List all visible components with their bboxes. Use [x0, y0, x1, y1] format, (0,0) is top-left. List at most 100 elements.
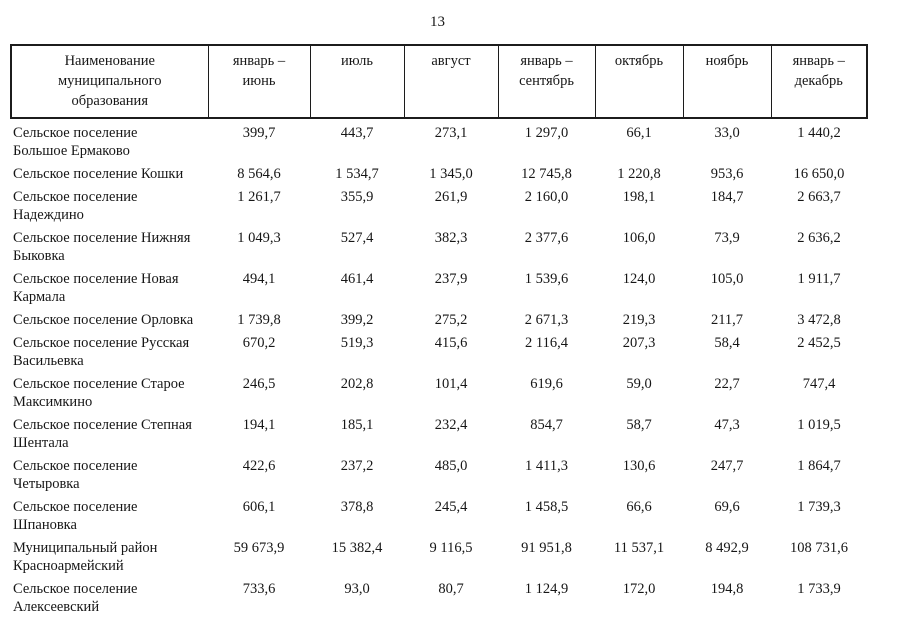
- value-cell: 207,3: [622, 335, 656, 351]
- value-cell: 184,7: [710, 189, 744, 205]
- table-row: Сельское поселение Большое Ермаково 399,7…: [11, 118, 867, 163]
- value-cell: 1 733,9: [797, 581, 841, 597]
- column-header: ноябрь: [682, 44, 772, 119]
- value-cell: 105,0: [710, 271, 744, 287]
- value-cell: 415,6: [434, 335, 468, 351]
- value-cell: 22,7: [714, 376, 740, 392]
- value-cell: 232,4: [434, 417, 468, 433]
- value-cell: 1 739,3: [797, 499, 841, 515]
- value-cell: 58,7: [626, 417, 652, 433]
- value-cell: 1 539,6: [524, 271, 569, 287]
- value-cell: 185,1: [340, 417, 374, 433]
- value-cell: 69,6: [714, 499, 740, 515]
- value-cell: 247,7: [710, 458, 744, 474]
- value-cell: 130,6: [622, 458, 656, 474]
- municipality-name-cell: Сельское поселение Старое Максимкино: [13, 376, 185, 410]
- value-cell: 1 049,3: [237, 230, 281, 246]
- value-cell: 1 124,9: [524, 581, 569, 597]
- table-row: Сельское поселение Старое Максимкино 246,…: [11, 373, 867, 414]
- value-cell: 461,4: [340, 271, 374, 287]
- value-cell: 2 663,7: [797, 189, 841, 205]
- column-header: январь – сентябрь: [497, 44, 596, 119]
- value-cell: 219,3: [622, 312, 656, 328]
- value-cell: 66,6: [626, 499, 652, 515]
- value-cell: 422,6: [242, 458, 276, 474]
- value-cell: 47,3: [714, 417, 740, 433]
- table-row: Сельское поселение Надеждино 1 261,7 355,9…: [11, 186, 867, 227]
- value-cell: 66,1: [626, 125, 652, 141]
- municipality-name-cell: Сельское поселение Шпановка: [13, 499, 138, 533]
- value-cell: 237,2: [340, 458, 374, 474]
- value-cell: 59,0: [626, 376, 652, 392]
- page-number: 13: [430, 14, 445, 30]
- value-cell: 12 745,8: [521, 166, 572, 182]
- value-cell: 245,4: [434, 499, 468, 515]
- value-cell: 16 650,0: [793, 166, 845, 182]
- value-cell: 1 458,5: [524, 499, 569, 515]
- municipality-name-cell: Сельское поселение Новая Кармала: [13, 271, 179, 305]
- value-cell: 619,6: [530, 376, 563, 392]
- table-row: Сельское поселение Четыровка 422,6 237,2 48…: [11, 455, 867, 496]
- value-cell: 747,4: [802, 376, 836, 392]
- value-cell: 8 492,9: [705, 540, 749, 556]
- value-cell: 93,0: [344, 581, 370, 597]
- value-cell: 59 673,9: [233, 540, 285, 556]
- value-cell: 1 534,7: [335, 166, 379, 182]
- value-cell: 202,8: [340, 376, 374, 392]
- table-row: Сельское поселение Алексеевский 733,6 93,0…: [11, 578, 867, 619]
- table-row: Сельское поселение Кошки 8 564,6 1 534,7 1 …: [11, 163, 867, 186]
- municipality-name-cell: Муниципальный район Красноармейский: [13, 540, 158, 574]
- value-cell: 237,9: [434, 271, 468, 287]
- table-row: Сельское поселение Русская Васильевка 670…: [11, 332, 867, 373]
- value-cell: 399,7: [242, 125, 276, 141]
- value-cell: 1 411,3: [525, 458, 568, 474]
- value-cell: 2 377,6: [524, 230, 569, 246]
- column-header: октябрь: [594, 44, 684, 119]
- value-cell: 1 911,7: [797, 271, 841, 287]
- value-cell: 854,7: [530, 417, 563, 433]
- value-cell: 101,4: [434, 376, 468, 392]
- value-cell: 273,1: [434, 125, 468, 141]
- value-cell: 1 220,8: [617, 166, 661, 182]
- value-cell: 1 345,0: [429, 166, 473, 182]
- value-cell: 399,2: [340, 312, 374, 328]
- value-cell: 15 382,4: [331, 540, 383, 556]
- value-cell: 1 261,7: [237, 189, 281, 205]
- municipality-name-cell: Сельское поселение Нижняя Быковка: [13, 230, 191, 264]
- value-cell: 2 636,2: [797, 230, 841, 246]
- value-cell: 8 564,6: [237, 166, 281, 182]
- value-cell: 194,8: [710, 581, 744, 597]
- municipal-finance-table: Наименование муниципального образования я…: [10, 44, 868, 619]
- municipality-name-cell: Сельское поселение Степная Шентала: [13, 417, 192, 451]
- value-cell: 494,1: [242, 271, 276, 287]
- municipality-name-cell: Сельское поселение Большое Ермаково: [13, 125, 138, 159]
- column-header: январь – декабрь: [770, 44, 868, 119]
- value-cell: 1 440,2: [797, 125, 841, 141]
- municipality-name-cell: Сельское поселение Орловка: [13, 312, 194, 328]
- value-cell: 519,3: [340, 335, 374, 351]
- value-cell: 1 864,7: [797, 458, 841, 474]
- value-cell: 58,4: [714, 335, 740, 351]
- value-cell: 261,9: [434, 189, 468, 205]
- value-cell: 91 951,8: [521, 540, 572, 556]
- column-header: январь – июнь: [207, 44, 311, 119]
- value-cell: 443,7: [340, 125, 374, 141]
- table-row: Сельское поселение Орловка 1 739,8 399,2 27…: [11, 309, 867, 332]
- value-cell: 108 731,6: [790, 540, 848, 556]
- value-cell: 124,0: [622, 271, 656, 287]
- value-cell: 606,1: [242, 499, 276, 515]
- table-row: Сельское поселение Степная Шентала 194,1 1…: [11, 414, 867, 455]
- value-cell: 733,6: [242, 581, 276, 597]
- municipality-name-cell: Сельское поселение Русская Васильевка: [13, 335, 190, 369]
- value-cell: 80,7: [438, 581, 464, 597]
- value-cell: 11 537,1: [613, 540, 665, 556]
- column-header: Наименование муниципального образования: [10, 44, 209, 119]
- value-cell: 382,3: [434, 230, 468, 246]
- value-cell: 2 671,3: [524, 312, 569, 328]
- value-cell: 198,1: [622, 189, 656, 205]
- municipality-name-cell: Сельское поселение Четыровка: [13, 458, 138, 492]
- value-cell: 9 116,5: [429, 540, 473, 556]
- value-cell: 527,4: [340, 230, 374, 246]
- value-cell: 1 019,5: [797, 417, 841, 433]
